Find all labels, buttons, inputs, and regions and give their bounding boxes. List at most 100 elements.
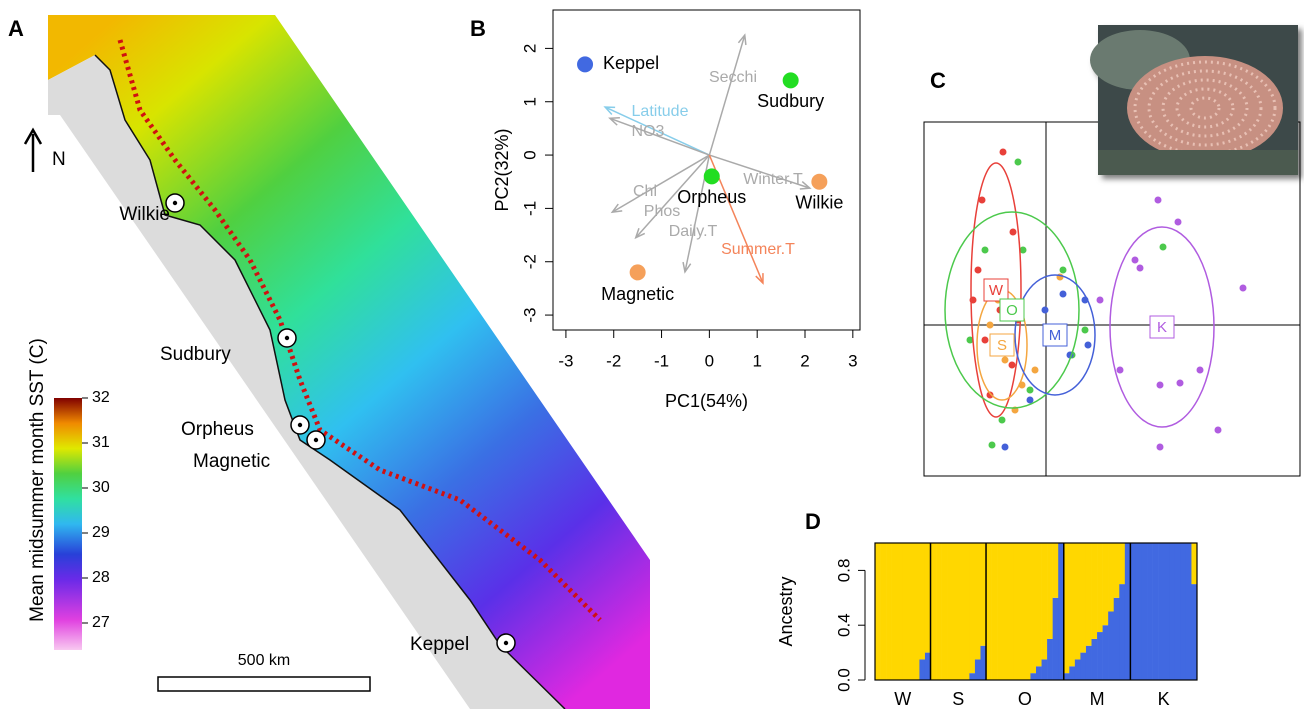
colorbar [54, 398, 82, 650]
x-tick-label: -3 [558, 351, 573, 370]
point [1081, 326, 1089, 334]
loading-arrow [708, 34, 746, 156]
bar-segment [1119, 584, 1126, 680]
arrow-head [755, 273, 764, 285]
point [1059, 290, 1067, 298]
site-label: Magnetic [193, 451, 270, 472]
coral-ring [1189, 96, 1221, 120]
point [1026, 386, 1034, 394]
bar-segment [1069, 543, 1076, 667]
bar-segment [1085, 645, 1092, 680]
site-point [703, 168, 720, 185]
loading-arrow [604, 106, 710, 156]
x-axis-label: PC1(54%) [665, 391, 748, 411]
y-tick-label: 1 [520, 97, 539, 106]
photo-foreground [1098, 150, 1298, 175]
point [1031, 366, 1039, 374]
colorbar-tick-label: 28 [92, 569, 110, 586]
x-tick-label: 3 [848, 351, 857, 370]
bar-segment [1163, 543, 1170, 680]
point [1026, 396, 1034, 404]
coral-photo [1090, 25, 1298, 175]
bar-segment [1169, 543, 1176, 680]
site-point [782, 72, 799, 89]
bar-segment [1180, 543, 1187, 680]
bar-segment [1091, 543, 1098, 639]
x-tick-label: 1 [752, 351, 761, 370]
coral-ring [1175, 87, 1235, 129]
point [1001, 443, 1009, 451]
coral-ring [1161, 78, 1249, 138]
bar-segment [930, 543, 937, 680]
bar-segment [980, 543, 987, 646]
bar-segment [1097, 543, 1103, 633]
bar-segment [974, 659, 981, 680]
panel-label: C [930, 68, 946, 93]
loading-arrow [709, 154, 811, 189]
x-tick-label: 0 [705, 351, 714, 370]
coral-ring [1147, 69, 1263, 147]
bar-segment [891, 543, 898, 680]
bar-segment [1074, 659, 1081, 680]
point [1014, 158, 1022, 166]
bar-segment [1191, 543, 1198, 585]
group-label-box [983, 278, 1009, 302]
y-axis-label: PC2(32%) [492, 128, 512, 211]
arrow-head [610, 203, 623, 214]
site-dot [297, 422, 303, 428]
group-label: S [952, 689, 964, 709]
loading-label: Latitude [632, 103, 689, 120]
bar-segment [980, 645, 987, 680]
bar-segment [1085, 543, 1092, 646]
bar-segment [1052, 543, 1059, 598]
point [1239, 284, 1247, 292]
loading-label: Phos [644, 203, 680, 220]
bar-segment [908, 543, 915, 680]
bar-segment [875, 543, 881, 680]
group-label: S [997, 337, 1007, 354]
site-point-label: Sudbury [757, 91, 824, 111]
loading-arrow [611, 154, 710, 213]
bar-segment [1036, 543, 1042, 667]
colorbar-tick-label: 27 [92, 614, 110, 631]
bar-segment [1130, 543, 1137, 680]
bar-segment [1124, 543, 1131, 680]
arrow-head [682, 261, 692, 274]
bar-segment [902, 543, 909, 680]
y-tick-label: 0.8 [834, 559, 853, 583]
panel-label: B [470, 16, 486, 41]
bar-segment [1102, 543, 1109, 626]
point [1154, 196, 1162, 204]
reef [117, 39, 602, 622]
point [966, 336, 974, 344]
bar-segment [886, 543, 892, 680]
bar-segment [952, 543, 959, 680]
bar-segment [1108, 611, 1115, 680]
bar-segment [1074, 543, 1081, 660]
point [986, 321, 994, 329]
bar-segment [1097, 632, 1103, 680]
bar-segment [1119, 543, 1126, 585]
colorbar-tick-label: 32 [92, 389, 110, 406]
bar-segment [1141, 543, 1148, 680]
group-label: O [1018, 689, 1032, 709]
bar-segment [1041, 543, 1048, 660]
loading-label: NO3 [632, 123, 665, 140]
point [1136, 264, 1144, 272]
bar-segment [991, 543, 998, 680]
arrow-head [799, 180, 812, 190]
site-point [811, 173, 828, 190]
site-point-label: Wilkie [795, 192, 843, 212]
x-tick-label: -2 [606, 351, 621, 370]
point [999, 148, 1007, 156]
loading-label: Winter.T [743, 171, 803, 188]
loading-label: Summer.T [721, 241, 795, 258]
point [978, 196, 986, 204]
north-label: N [52, 149, 66, 170]
bar-segment [1063, 543, 1070, 674]
colorbar-tick-label: 30 [92, 479, 110, 496]
ellipse [944, 211, 1080, 409]
scale-bar-label: 500 km [238, 652, 290, 669]
bar-segment [919, 543, 926, 660]
